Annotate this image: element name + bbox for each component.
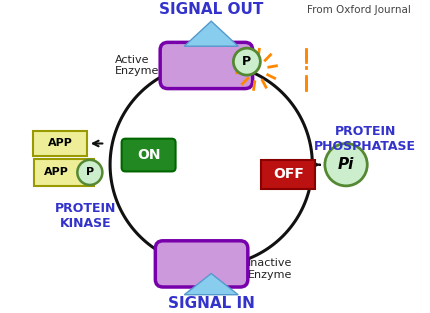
Text: OFF: OFF — [273, 167, 304, 181]
Text: SIGNAL IN: SIGNAL IN — [168, 296, 255, 311]
Text: Active
Enzyme: Active Enzyme — [115, 55, 159, 76]
Circle shape — [77, 160, 102, 185]
FancyBboxPatch shape — [261, 160, 315, 189]
Circle shape — [233, 48, 260, 75]
FancyBboxPatch shape — [34, 159, 94, 186]
FancyBboxPatch shape — [160, 42, 253, 89]
Text: APP: APP — [44, 167, 68, 177]
Polygon shape — [184, 21, 238, 46]
FancyBboxPatch shape — [155, 241, 248, 287]
Text: From Oxford Journal: From Oxford Journal — [307, 5, 411, 15]
Text: P: P — [242, 55, 252, 68]
Text: APP: APP — [48, 138, 72, 148]
FancyBboxPatch shape — [122, 139, 175, 172]
Text: ON: ON — [137, 148, 160, 162]
Text: P: P — [86, 167, 94, 177]
Text: Pi: Pi — [338, 157, 354, 172]
FancyBboxPatch shape — [33, 131, 87, 156]
Circle shape — [325, 143, 367, 186]
Text: PROTEIN
PHOSPHATASE: PROTEIN PHOSPHATASE — [314, 125, 416, 153]
Text: SIGNAL OUT: SIGNAL OUT — [159, 2, 264, 17]
Polygon shape — [184, 274, 238, 295]
Text: PROTEIN
KINASE: PROTEIN KINASE — [55, 202, 117, 230]
Text: Inactive
Enzyme: Inactive Enzyme — [248, 258, 292, 280]
